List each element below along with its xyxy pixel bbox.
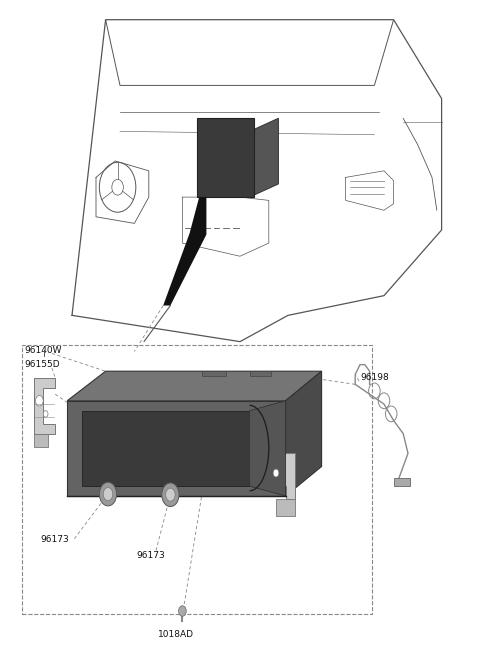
Text: 96140W: 96140W (24, 346, 61, 355)
Text: 96155E: 96155E (271, 472, 306, 481)
Polygon shape (286, 371, 322, 496)
Circle shape (273, 469, 279, 477)
Text: 96198: 96198 (360, 373, 389, 382)
Polygon shape (34, 378, 55, 434)
Polygon shape (250, 118, 278, 197)
Circle shape (36, 396, 43, 406)
Circle shape (179, 606, 186, 616)
Polygon shape (67, 401, 286, 496)
Circle shape (43, 411, 48, 417)
Polygon shape (250, 401, 286, 496)
Text: 96173: 96173 (41, 535, 70, 544)
Text: 96155D: 96155D (24, 360, 60, 369)
Text: 1018AD: 1018AD (158, 630, 194, 639)
Polygon shape (250, 371, 271, 376)
Circle shape (162, 483, 179, 507)
Text: 96173: 96173 (137, 551, 166, 560)
Circle shape (99, 482, 117, 506)
Polygon shape (197, 118, 254, 197)
Polygon shape (34, 434, 48, 447)
Polygon shape (276, 499, 295, 516)
Circle shape (103, 487, 113, 501)
Polygon shape (163, 197, 206, 306)
Bar (394, 478, 410, 486)
Polygon shape (266, 453, 295, 499)
Polygon shape (67, 371, 322, 401)
Polygon shape (82, 411, 250, 486)
Polygon shape (202, 371, 226, 376)
Bar (22, 345, 372, 614)
Circle shape (166, 488, 175, 501)
